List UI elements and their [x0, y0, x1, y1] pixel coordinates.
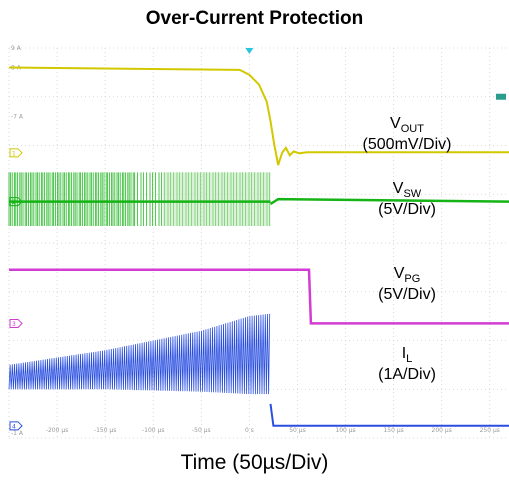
vpg-trace: [9, 268, 509, 325]
channel-marker-label: 3: [12, 321, 16, 328]
il-ripple: [8, 313, 271, 395]
x-tick-label: -50 µs: [192, 427, 211, 434]
y-tick-label: -1 A: [11, 430, 24, 437]
trace-label: VSW: [393, 180, 422, 200]
trace-scale-label: (500mV/Div): [363, 136, 452, 153]
y-tick-label: -7 A: [11, 113, 24, 120]
trace-label: VOUT: [390, 115, 424, 135]
y-tick-label: 9 A: [11, 45, 22, 52]
x-tick-label: 200 µs: [432, 427, 452, 434]
trace-scale-label: (5V/Div): [378, 286, 436, 303]
x-axis-label: Time (50µs/Div): [180, 451, 329, 474]
channel-marker-label: 1: [12, 150, 16, 157]
channel-marker: [9, 318, 23, 328]
channel-marker-label: 4: [12, 423, 16, 430]
channel-marker: [9, 148, 23, 158]
channel-marker: [9, 197, 23, 207]
trace-scale-label: (5V/Div): [378, 201, 436, 218]
channel-marker-label: 2: [12, 199, 16, 206]
x-tick-label: 250 µs: [480, 427, 500, 434]
x-tick-label: 50 µs: [289, 427, 306, 434]
x-tick-label: -100 µs: [142, 427, 164, 434]
x-tick-label: 0 s: [245, 427, 254, 434]
x-tick-label: -200 µs: [46, 427, 68, 434]
trigger-marker: [245, 48, 254, 54]
x-tick-label: 150 µs: [383, 427, 403, 434]
chart-title: Over-Current Protection: [145, 8, 364, 29]
trace-scale-label: (1A/Div): [378, 366, 436, 383]
il-trace: [269, 403, 509, 427]
trace-label: VPG: [394, 265, 421, 285]
vsw-band-light: [162, 172, 271, 226]
channel-marker: [9, 421, 23, 431]
reference-marker: [496, 93, 506, 100]
trace-label: IL: [402, 345, 413, 365]
x-tick-label: -150 µs: [94, 427, 116, 434]
x-tick-label: 100 µs: [335, 427, 355, 434]
vsw-trace: [269, 197, 509, 206]
oscilloscope-plot: -200 µs -150 µs -100 µs -50 µs 0 s 50 µs 100 µ…: [8, 45, 509, 439]
vout-trace: [8, 66, 509, 166]
